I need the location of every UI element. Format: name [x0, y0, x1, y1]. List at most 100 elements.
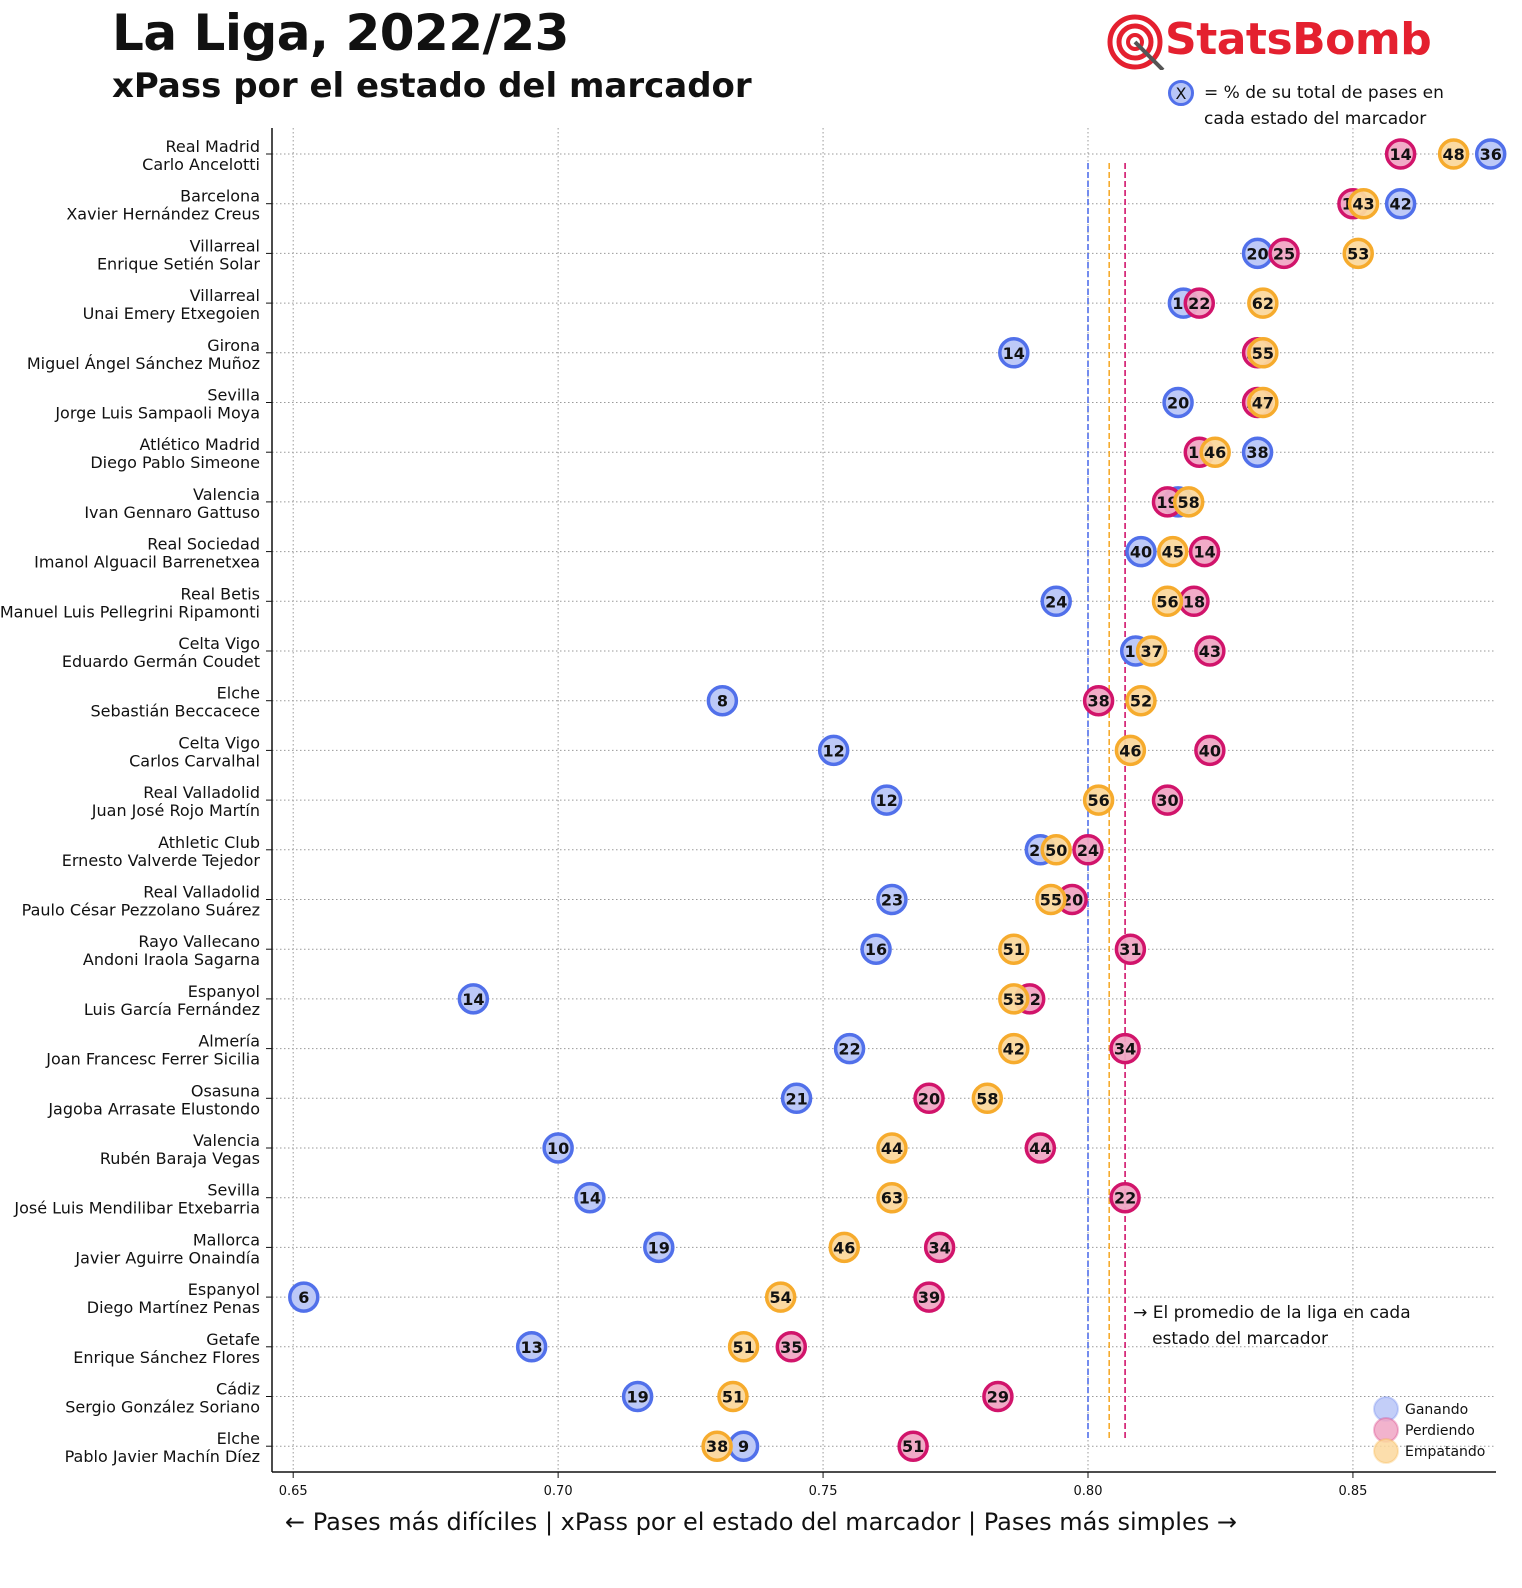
dot-label: 20 — [1061, 891, 1083, 910]
legend-marker-e — [1373, 1438, 1399, 1464]
dot-label: 31 — [1119, 940, 1141, 959]
coach-label: Unai Emery Etxegoien — [83, 304, 260, 323]
coach-label: Paulo César Pezzolano Suárez — [22, 901, 260, 920]
coach-label: Imanol Alguacil Barrenetxea — [34, 553, 260, 572]
dot-empatando — [876, 1181, 908, 1214]
brand-name: StatsBomb — [1165, 14, 1432, 65]
dot-empatando — [1247, 337, 1279, 369]
x-tick-label: 0.70 — [544, 1484, 573, 1499]
coach-label: Joan Francesc Ferrer Sicilia — [45, 1050, 260, 1069]
team-label: Celta Vigo — [178, 634, 260, 653]
dot-label: 37 — [1140, 642, 1162, 661]
dot-label: 44 — [881, 1139, 903, 1158]
team-label: Villarreal — [190, 236, 260, 255]
dot-empatando — [1135, 635, 1168, 667]
team-label: Villarreal — [190, 286, 260, 305]
dot-label: 8 — [717, 692, 728, 711]
dot-label: 40 — [1199, 741, 1221, 760]
legend-note-text: = % de su total de pases en cada estado … — [1204, 83, 1444, 129]
dot-empatando — [828, 1231, 861, 1264]
dot-label: 48 — [1442, 145, 1464, 164]
team-label: Real Madrid — [165, 137, 260, 156]
team-label: Atlético Madrid — [139, 435, 260, 454]
team-label: Mallorca — [193, 1230, 260, 1249]
dot-label: 62 — [1252, 294, 1274, 313]
legend-chip: X — [1168, 80, 1194, 106]
dot-empatando — [717, 1380, 749, 1413]
dot-empatando — [1247, 386, 1279, 419]
dot-ganando — [515, 1331, 548, 1363]
x-tick-label: 0.65 — [279, 1484, 308, 1499]
dot-empatando — [1172, 486, 1205, 518]
dot-perdiendo — [913, 1082, 945, 1115]
dot-label: 12 — [823, 741, 845, 760]
dot-label: 58 — [976, 1089, 998, 1108]
dot-label: 39 — [918, 1288, 940, 1307]
coach-label: Manuel Luis Pellegrini Ripamonti — [0, 602, 260, 621]
coach-label: Jorge Luis Sampaoli Moya — [54, 404, 260, 423]
dot-label: 42 — [1003, 1040, 1025, 1059]
coach-label: Ernesto Valverde Tejedor — [62, 851, 261, 870]
dot-empatando — [1114, 734, 1147, 767]
dot-label: 47 — [1252, 394, 1274, 413]
dot-perdiendo — [1082, 684, 1115, 717]
dot-perdiendo — [923, 1231, 956, 1264]
coach-label: Diego Martínez Penas — [87, 1298, 260, 1317]
dot-empatando — [1151, 585, 1184, 618]
team-label: Real Valladolid — [143, 783, 260, 802]
dot-label: 38 — [1246, 443, 1268, 462]
dot-label: 14 — [579, 1189, 601, 1208]
dot-perdiendo — [982, 1380, 1014, 1413]
dot-label: 55 — [1252, 344, 1274, 363]
dot-perdiendo — [1183, 287, 1216, 319]
dot-ganando — [1241, 436, 1274, 468]
dot-label: 52 — [1130, 692, 1152, 711]
coach-label: Luis García Fernández — [84, 1000, 260, 1019]
dot-empatando — [1040, 834, 1072, 866]
coach-label: Ivan Gennaro Gattuso — [84, 503, 260, 522]
dot-label: 51 — [1003, 940, 1025, 959]
dot-label: 46 — [833, 1238, 855, 1257]
dot-ganando — [1125, 535, 1157, 568]
dot-ganando — [1162, 386, 1194, 419]
dot-perdiendo — [1268, 237, 1300, 270]
dot-label: 19 — [1156, 493, 1178, 512]
dot-ganando — [1384, 187, 1417, 220]
coach-label: Diego Pablo Simeone — [90, 453, 260, 472]
dot-empatando — [876, 1132, 908, 1164]
dot-perdiendo — [1024, 1132, 1057, 1164]
dot-ganando — [817, 734, 850, 767]
dot-ganando — [860, 933, 892, 965]
dot-label: 38 — [1087, 692, 1109, 711]
dot-empatando — [701, 1430, 733, 1462]
dot-ganando — [1040, 585, 1072, 618]
dot-label: 14 — [462, 990, 484, 1009]
dot-label: 22 — [1114, 1189, 1136, 1208]
dot-ganando — [574, 1181, 606, 1214]
dot-label: 51 — [902, 1437, 924, 1456]
legend-label-g: Ganando — [1405, 1402, 1468, 1418]
dot-empatando — [1342, 237, 1374, 270]
dot-label: 56 — [1156, 592, 1178, 611]
dot-label: 46 — [1204, 443, 1226, 462]
coach-label: Eduardo Germán Coudet — [62, 652, 260, 671]
dot-empatando — [764, 1281, 797, 1313]
dot-ganando — [780, 1082, 813, 1115]
team-label: Sevilla — [207, 386, 260, 405]
team-label: Celta Vigo — [178, 733, 260, 752]
dot-empatando — [998, 1032, 1030, 1065]
team-label: Espanyol — [188, 1280, 260, 1299]
team-label: Barcelona — [180, 187, 260, 206]
team-label: Valencia — [193, 485, 260, 504]
dot-label: 55 — [1040, 891, 1062, 910]
coach-label: Rubén Baraja Vegas — [100, 1149, 260, 1168]
team-label: Valencia — [193, 1131, 260, 1150]
coach-label: Xavier Hernández Creus — [66, 205, 260, 224]
dot-label: 22 — [838, 1040, 860, 1059]
dot-empatando — [1437, 138, 1470, 170]
dot-ganando — [288, 1281, 320, 1313]
dot-label: 23 — [881, 891, 903, 910]
team-label: Espanyol — [188, 982, 260, 1001]
dot-empatando — [1082, 784, 1115, 816]
